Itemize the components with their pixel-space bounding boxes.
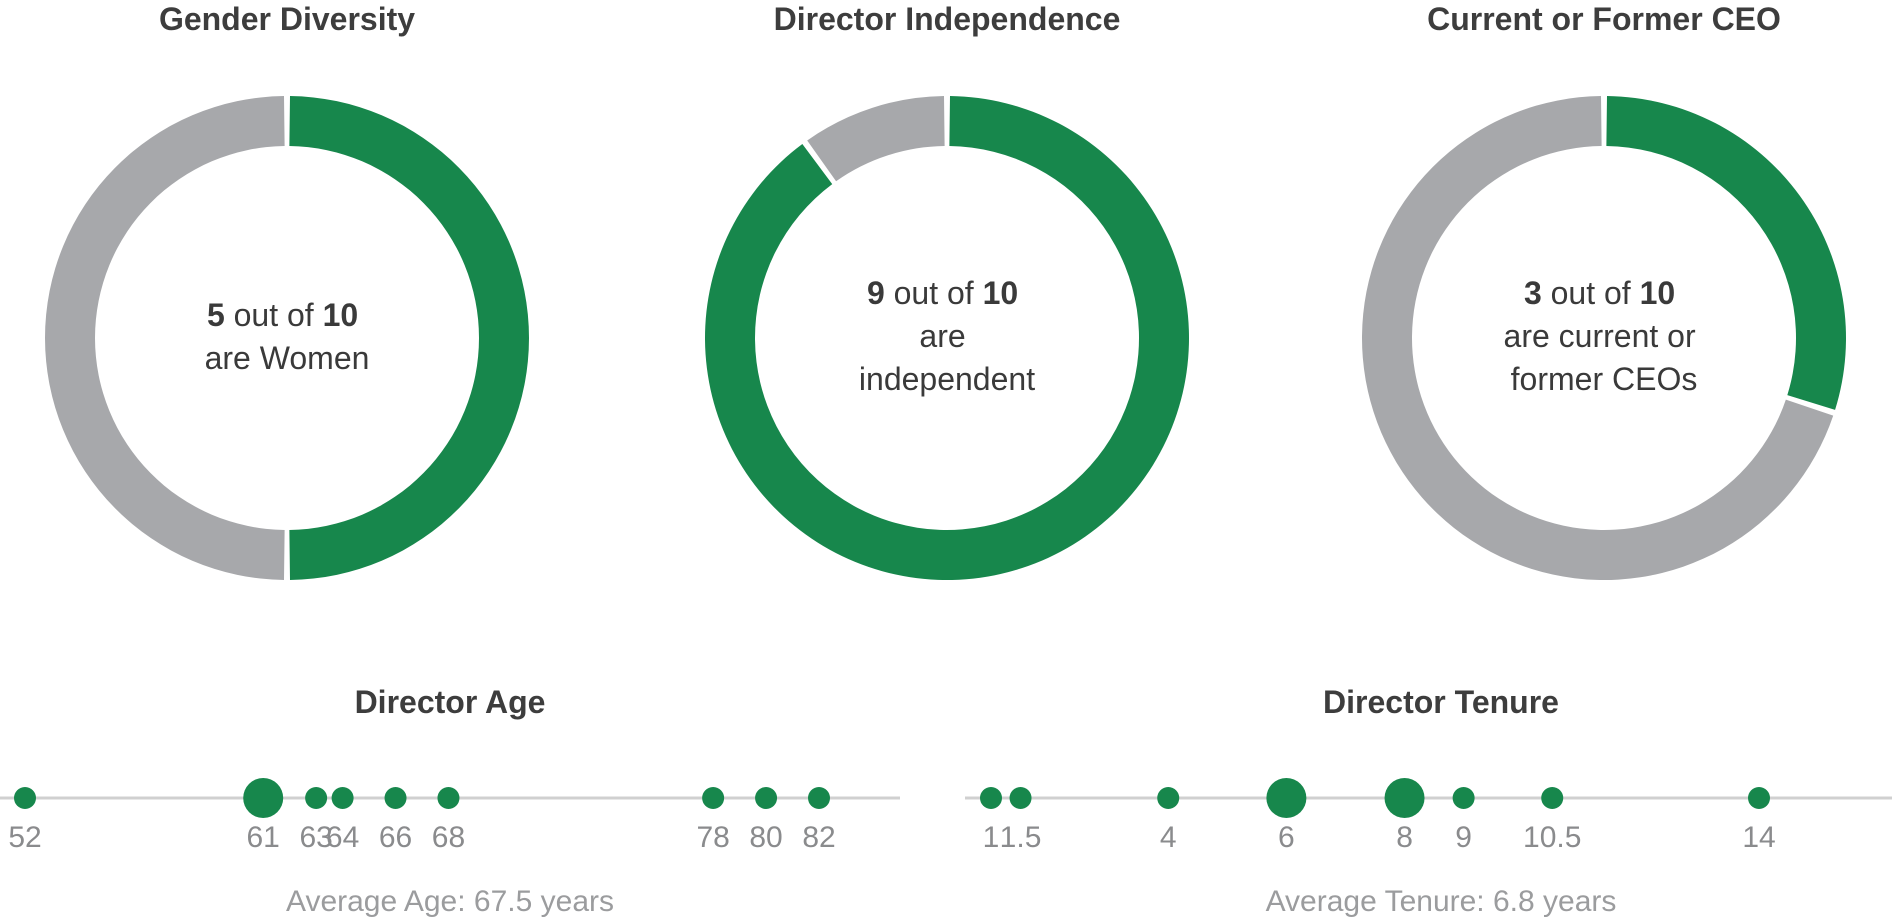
data-point (808, 787, 830, 809)
data-point (305, 787, 328, 809)
director-independence-donut (705, 96, 1189, 581)
ceo-experience-total: 10 (1640, 275, 1676, 311)
data-point (755, 787, 778, 809)
ceo-experience-count: 3 (1524, 275, 1542, 311)
tick-label: 82 (802, 821, 835, 854)
director-age-average: Average Age: 67.5 years (286, 885, 614, 918)
data-point (243, 778, 284, 818)
data-point (331, 787, 354, 809)
tick-label: 9 (1455, 821, 1472, 854)
donut-slice-women (289, 96, 529, 580)
director-independence-line-2: independent (859, 361, 1035, 397)
data-point (1541, 787, 1564, 809)
tick-label: 52 (8, 821, 41, 854)
gender-diversity-line-1: are Women (205, 340, 370, 376)
data-point (1266, 778, 1307, 818)
data-point (702, 787, 725, 809)
director-tenure-title: Director Tenure (1323, 684, 1559, 720)
ceo-experience-line-2: former CEOs (1511, 361, 1698, 397)
data-point (1157, 787, 1180, 809)
tick-label: 68 (432, 821, 465, 854)
tick-label: 4 (1160, 821, 1177, 854)
gender-diversity-chart: Gender Diversity 5 out of 10 are Women (45, 1, 529, 580)
director-independence-mid: out of (885, 275, 983, 311)
gender-diversity-total: 10 (323, 297, 359, 333)
donut-slice-other (45, 96, 285, 580)
director-independence-title: Director Independence (774, 1, 1121, 37)
director-independence-center-text: 9 out of 10 are independent (859, 275, 1035, 397)
tick-label: 61 (247, 821, 280, 854)
tick-label: 63 (299, 821, 332, 854)
director-tenure-average: Average Tenure: 6.8 years (1266, 885, 1617, 918)
data-point (384, 787, 407, 809)
director-independence-chart: Director Independence 9 out of 10 are in… (705, 1, 1189, 581)
tick-label: 64 (326, 821, 359, 854)
tick-label: 1 (983, 821, 1000, 854)
tick-label: 6 (1278, 821, 1295, 854)
tick-label: 1.5 (1000, 821, 1042, 854)
director-age-title: Director Age (355, 684, 546, 720)
director-independence-count: 9 (867, 275, 885, 311)
gender-diversity-mid: out of (225, 297, 323, 333)
gender-diversity-title: Gender Diversity (159, 1, 415, 37)
ceo-experience-donut (1361, 96, 1846, 580)
tick-label: 80 (749, 821, 782, 854)
data-point (1748, 787, 1770, 809)
data-point (14, 787, 36, 809)
data-point (980, 787, 1002, 809)
ceo-experience-chart: Current or Former CEO 3 out of 10 are cu… (1361, 1, 1846, 580)
ceo-experience-mid: out of (1542, 275, 1640, 311)
ceo-experience-line-1: are current or (1504, 318, 1696, 354)
donut-slice-other (807, 96, 945, 182)
data-point (1452, 787, 1475, 809)
data-point (1009, 787, 1032, 809)
tick-label: 8 (1396, 821, 1413, 854)
tick-label: 78 (696, 821, 729, 854)
director-independence-total: 10 (983, 275, 1019, 311)
data-point (437, 787, 460, 809)
director-independence-line-1: are (919, 318, 965, 354)
gender-diversity-center-text: 5 out of 10 are Women (205, 297, 370, 376)
tick-label: 14 (1742, 821, 1775, 854)
tick-label: 66 (379, 821, 412, 854)
gender-diversity-donut (45, 96, 529, 580)
ceo-experience-center-text: 3 out of 10 are current or former CEOs (1504, 275, 1705, 397)
tick-label: 10.5 (1523, 821, 1581, 854)
director-tenure-points: 1 1.5 4 6 8 9 10.5 14 (980, 778, 1776, 854)
director-tenure-chart: Director Tenure 1 1.5 4 6 8 9 10.5 14 Average T… (965, 684, 1892, 918)
gender-diversity-count: 5 (207, 297, 225, 333)
donut-slice-current-or-former-ceos (1606, 96, 1846, 410)
data-point (1384, 778, 1425, 818)
ceo-experience-title: Current or Former CEO (1427, 1, 1781, 37)
